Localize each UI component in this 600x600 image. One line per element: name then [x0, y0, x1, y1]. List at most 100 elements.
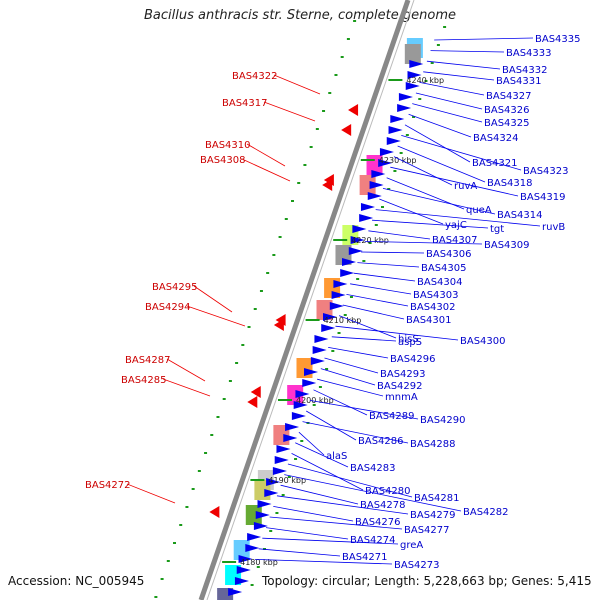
gene-label-right: BAS4335: [535, 34, 581, 45]
right-leader: [415, 92, 483, 110]
gene-label-right: BAS4290: [420, 415, 466, 426]
backbone-line: [198, 0, 411, 600]
right-leader: [364, 241, 483, 245]
guide-dot: [250, 584, 254, 586]
right-leader: [331, 336, 397, 342]
gene-label-right: BAS4273: [394, 560, 440, 571]
guide-dot: [356, 278, 360, 280]
backbone-shadow: [206, 0, 415, 600]
left-leader: [162, 378, 211, 397]
guide-dot: [241, 344, 245, 346]
gene-arrow: [295, 390, 310, 398]
guide-dot: [349, 296, 353, 298]
guide-dot: [291, 200, 294, 202]
gene-label-right: BAS4332: [502, 65, 548, 76]
right-leader: [412, 103, 483, 123]
guide-dot: [191, 488, 195, 490]
gene-arrow-left: [273, 319, 284, 331]
gene-label-right: BAS4305: [421, 263, 467, 274]
gene-arrow: [304, 368, 319, 376]
gene-label-right: BAS4331: [496, 76, 542, 87]
kbp-label: 4240 kbp: [406, 76, 444, 85]
right-leader: [430, 50, 505, 53]
gene-arrow: [285, 423, 300, 431]
gene-arrow: [390, 115, 405, 123]
gene-label-right: BAS4286: [358, 436, 404, 447]
guide-dot: [300, 440, 304, 442]
gene-arrow: [397, 104, 412, 112]
guide-dot: [322, 110, 326, 112]
right-leader: [353, 272, 416, 282]
right-leader: [324, 357, 379, 374]
right-leader: [350, 283, 412, 295]
guide-dot: [318, 386, 322, 388]
right-leader: [423, 71, 495, 81]
right-leader: [408, 113, 472, 138]
guide-dot: [337, 332, 341, 334]
guide-dot: [412, 116, 416, 118]
guide-dot: [331, 350, 335, 352]
gene-label-right: BAS4321: [472, 158, 518, 169]
guide-dot: [405, 134, 409, 136]
gene-label-right: BAS4292: [377, 381, 423, 392]
right-leader: [379, 198, 444, 225]
guide-dot: [154, 596, 158, 598]
right-leader: [393, 156, 453, 186]
gene-label-left: BAS4295: [152, 282, 198, 293]
guide-dot: [297, 182, 301, 184]
guide-dot: [185, 506, 189, 508]
guide-dot: [275, 512, 279, 514]
gene-arrow: [238, 555, 253, 563]
left-leader: [273, 74, 321, 95]
gene-block: [245, 505, 262, 525]
left-leader: [193, 285, 233, 313]
gene-label-right: BAS4319: [520, 192, 566, 203]
guide-dot: [160, 578, 164, 580]
guide-dot: [387, 188, 391, 190]
guide-dot: [228, 380, 232, 382]
guide-dot: [216, 416, 220, 418]
gene-label-right: aspS: [398, 337, 422, 348]
gene-label-left: BAS4308: [200, 155, 246, 166]
gene-arrow: [409, 60, 424, 68]
gene-label-left: BAS4285: [121, 375, 167, 386]
guide-dot: [173, 542, 177, 544]
right-leader: [368, 230, 431, 240]
gene-arrow: [379, 148, 394, 156]
gene-arrow: [331, 291, 346, 299]
topology-text: Topology: circular; Length: 5,228,663 bp…: [262, 574, 592, 588]
gene-arrow: [367, 192, 382, 200]
right-leader: [357, 262, 420, 268]
guide-dot: [287, 476, 291, 478]
guide-dot: [334, 74, 338, 76]
right-leader: [382, 188, 496, 215]
left-leader: [186, 305, 246, 327]
right-leader: [404, 124, 471, 163]
gene-arrow: [274, 456, 289, 464]
gene-arrow: [276, 445, 291, 453]
guide-dot: [166, 560, 170, 562]
gene-arrow: [352, 225, 367, 233]
guide-dot: [269, 530, 273, 532]
gene-arrow-left: [341, 124, 352, 136]
gene-label-right: BAS4300: [460, 336, 506, 347]
gene-label-right: mnmA: [385, 392, 418, 403]
gene-label-left: BAS4272: [85, 480, 131, 491]
gene-arrow: [359, 214, 374, 222]
guide-dot: [325, 368, 329, 370]
gene-arrow: [310, 357, 325, 365]
gene-arrow: [321, 324, 336, 332]
gene-label-right: hisS: [398, 334, 419, 345]
accession-text: Accession: NC_005945: [8, 574, 145, 588]
guide-dot: [266, 272, 270, 274]
gene-label-right: BAS4309: [484, 240, 530, 251]
gene-label-right: ruvA: [454, 181, 477, 192]
guide-dot: [340, 56, 344, 58]
guide-dot: [281, 494, 285, 496]
right-leader: [258, 548, 341, 557]
gene-label-right: BAS4279: [410, 510, 456, 521]
gene-arrow: [333, 280, 348, 288]
right-leader: [375, 209, 541, 227]
gene-arrow: [264, 489, 279, 497]
